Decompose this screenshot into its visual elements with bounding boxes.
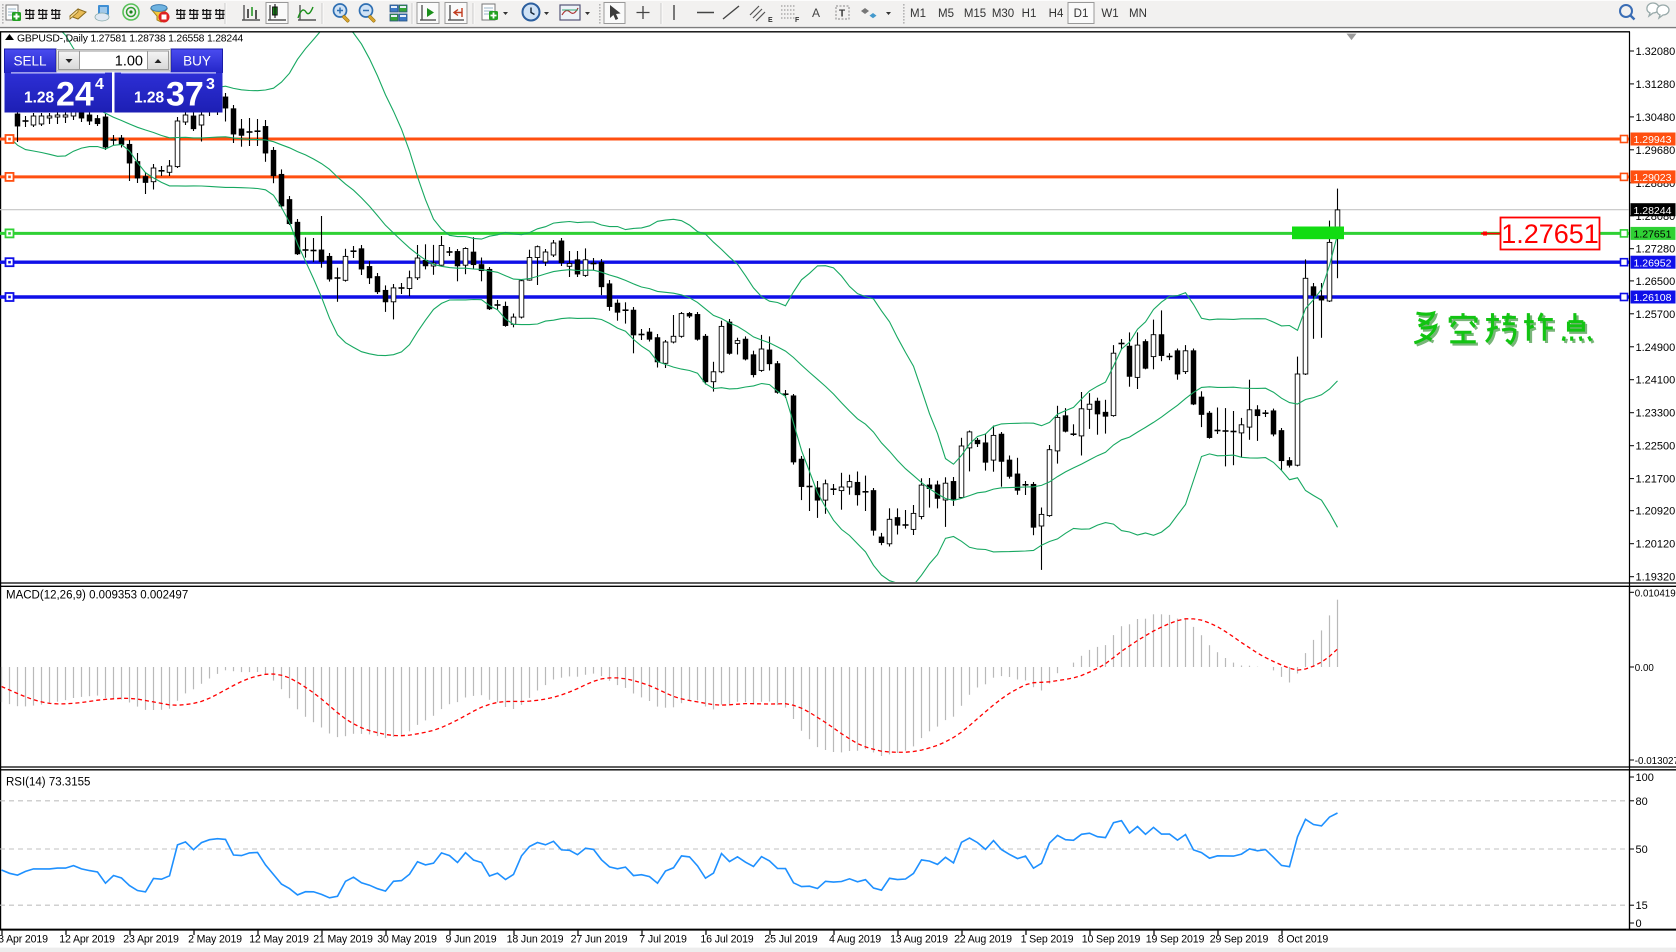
svg-text:1.25700: 1.25700 — [1636, 309, 1676, 321]
svg-text:1.26108: 1.26108 — [1634, 292, 1672, 304]
svg-text:16 Jul 2019: 16 Jul 2019 — [700, 934, 753, 946]
svg-text:SELL: SELL — [13, 54, 47, 69]
svg-text:1.26500: 1.26500 — [1636, 276, 1676, 288]
svg-text:1.29023: 1.29023 — [1634, 172, 1672, 184]
svg-text:1.27651: 1.27651 — [1634, 229, 1672, 241]
svg-text:MACD(12,26,9) 0.009353 0.00249: MACD(12,26,9) 0.009353 0.002497 — [6, 590, 188, 602]
svg-text:1.30480: 1.30480 — [1636, 112, 1676, 124]
svg-text:50: 50 — [1636, 844, 1648, 856]
svg-text:0.00: 0.00 — [1635, 663, 1655, 674]
svg-text:W1: W1 — [1101, 8, 1118, 20]
svg-text:D1: D1 — [1074, 8, 1089, 20]
svg-text:H1: H1 — [1022, 8, 1037, 20]
svg-text:M30: M30 — [992, 8, 1014, 20]
svg-text:27 Jun 2019: 27 Jun 2019 — [571, 934, 628, 946]
svg-text:M15: M15 — [964, 8, 986, 20]
svg-text:BUY: BUY — [183, 54, 211, 69]
svg-text:0.010419: 0.010419 — [1635, 588, 1676, 599]
svg-text:3: 3 — [206, 76, 215, 93]
svg-text:4 Aug 2019: 4 Aug 2019 — [829, 934, 881, 946]
svg-text:9 Jun 2019: 9 Jun 2019 — [446, 934, 497, 946]
svg-text:M5: M5 — [938, 8, 954, 20]
svg-text:1 Sep 2019: 1 Sep 2019 — [1021, 934, 1074, 946]
svg-text:19 Sep 2019: 19 Sep 2019 — [1146, 934, 1205, 946]
svg-text:80: 80 — [1636, 796, 1648, 808]
svg-text:E: E — [768, 17, 773, 24]
svg-text:12 Apr 2019: 12 Apr 2019 — [59, 934, 115, 946]
svg-text:8 Oct 2019: 8 Oct 2019 — [1278, 934, 1329, 946]
svg-text:1.29680: 1.29680 — [1636, 145, 1676, 157]
svg-text:23 Apr 2019: 23 Apr 2019 — [123, 934, 179, 946]
svg-text:100: 100 — [1636, 772, 1654, 784]
svg-text:1.24100: 1.24100 — [1636, 375, 1676, 387]
svg-text:RSI(14) 73.3155: RSI(14) 73.3155 — [6, 777, 90, 789]
svg-text:-0.013027: -0.013027 — [1635, 756, 1676, 767]
svg-text:M1: M1 — [910, 8, 926, 20]
svg-text:1.28: 1.28 — [134, 90, 165, 107]
svg-text:1.28244: 1.28244 — [1634, 205, 1672, 217]
svg-text:1.24900: 1.24900 — [1636, 342, 1676, 354]
svg-text:1.27651: 1.27651 — [1501, 219, 1599, 249]
svg-text:29 Sep 2019: 29 Sep 2019 — [1210, 934, 1269, 946]
svg-text:1.20920: 1.20920 — [1636, 506, 1676, 518]
svg-text:1.31280: 1.31280 — [1636, 79, 1676, 91]
svg-text:1.23300: 1.23300 — [1636, 408, 1676, 420]
svg-text:1.00: 1.00 — [115, 54, 143, 70]
svg-text:1.29943: 1.29943 — [1634, 134, 1672, 146]
svg-text:30 May 2019: 30 May 2019 — [377, 934, 437, 946]
svg-text:13 Aug 2019: 13 Aug 2019 — [890, 934, 948, 946]
svg-text:1.20120: 1.20120 — [1636, 539, 1676, 551]
svg-text:1.32080: 1.32080 — [1636, 46, 1676, 58]
svg-text:24: 24 — [56, 76, 94, 114]
svg-text:A: A — [812, 6, 820, 20]
svg-text:2 May 2019: 2 May 2019 — [188, 934, 242, 946]
svg-text:4: 4 — [95, 76, 104, 93]
svg-text:1.19320: 1.19320 — [1636, 572, 1676, 584]
svg-text:F: F — [795, 17, 800, 24]
svg-text:H4: H4 — [1049, 8, 1064, 20]
svg-text:1.27280: 1.27280 — [1636, 244, 1676, 256]
svg-text:0: 0 — [1636, 918, 1642, 930]
svg-text:1.26952: 1.26952 — [1634, 257, 1672, 269]
svg-text:18 Jun 2019: 18 Jun 2019 — [507, 934, 564, 946]
svg-text:10 Sep 2019: 10 Sep 2019 — [1082, 934, 1141, 946]
svg-text:MN: MN — [1129, 8, 1147, 20]
svg-text:T: T — [839, 9, 845, 20]
svg-text:1.22500: 1.22500 — [1636, 441, 1676, 453]
svg-text:7 Jul 2019: 7 Jul 2019 — [639, 934, 687, 946]
svg-text:12 May 2019: 12 May 2019 — [249, 934, 309, 946]
svg-text:22 Aug 2019: 22 Aug 2019 — [954, 934, 1012, 946]
svg-text:25 Jul 2019: 25 Jul 2019 — [764, 934, 817, 946]
svg-text:21 May 2019: 21 May 2019 — [313, 934, 373, 946]
svg-text:GBPUSD-,Daily 1.27581 1.28738: GBPUSD-,Daily 1.27581 1.28738 1.26558 1.… — [17, 34, 244, 45]
svg-text:3 Apr 2019: 3 Apr 2019 — [0, 934, 48, 946]
svg-text:15: 15 — [1636, 900, 1648, 912]
svg-text:1.21700: 1.21700 — [1636, 474, 1676, 486]
svg-text:1.28: 1.28 — [24, 90, 55, 107]
svg-text:37: 37 — [166, 76, 204, 114]
